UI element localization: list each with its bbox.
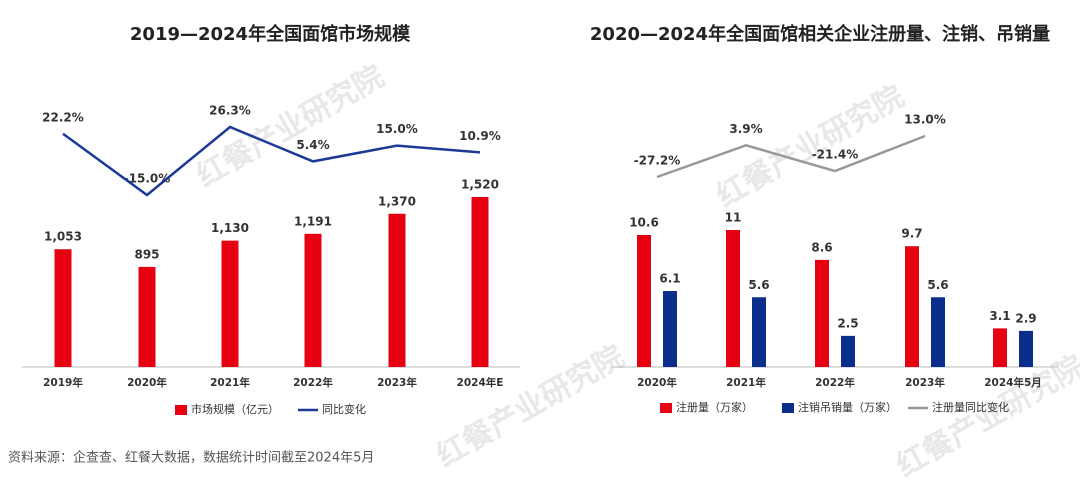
watermark: 红餐产业研究院 <box>431 339 630 474</box>
x-tick-label: 2023年 <box>377 376 417 389</box>
data-label: 6.1 <box>659 272 680 286</box>
legend-label: 注册量同比变化 <box>932 400 1009 414</box>
legend-swatch <box>175 405 187 415</box>
x-tick-label: 2020年 <box>127 376 167 389</box>
legend-label: 注销吊销量（万家） <box>798 400 897 414</box>
data-label: 5.6 <box>748 278 769 292</box>
chart-title: 2020—2024年全国面馆相关企业注册量、注销、吊销量 <box>590 23 1050 45</box>
data-label: 2.5 <box>837 316 858 330</box>
data-label: 1,053 <box>44 230 82 244</box>
data-label: 1,191 <box>294 214 332 228</box>
x-tick-label: 2022年 <box>815 376 855 389</box>
bar <box>993 328 1007 367</box>
x-tick-label: 2024年5月 <box>984 376 1042 389</box>
x-tick-label: 2023年 <box>905 376 945 389</box>
bar <box>931 297 945 367</box>
bar <box>304 233 322 367</box>
bar <box>752 297 766 367</box>
legend-label: 同比变化 <box>322 402 366 416</box>
data-label: 5.6 <box>927 278 948 292</box>
line <box>656 134 926 179</box>
x-tick-label: 2024年E <box>457 376 504 389</box>
data-label: 22.2% <box>42 110 84 124</box>
data-label: 11 <box>725 211 742 225</box>
data-label: -21.4% <box>812 148 859 162</box>
data-label: 9.7 <box>901 227 922 241</box>
data-label: 2.9 <box>1015 311 1036 325</box>
x-tick-label: 2019年 <box>43 376 83 389</box>
chart-title: 2019—2024年全国面馆市场规模 <box>130 23 411 45</box>
data-label: 26.3% <box>209 104 251 118</box>
legend-label: 注册量（万家） <box>676 400 753 414</box>
bar <box>1019 330 1033 367</box>
x-tick-label: 2021年 <box>726 376 766 389</box>
data-label: 3.1 <box>989 309 1010 323</box>
legend-swatch <box>782 403 794 413</box>
bar <box>663 291 677 367</box>
data-label: 5.4% <box>296 138 329 152</box>
bar <box>388 213 406 367</box>
data-label: 13.0% <box>904 113 946 127</box>
data-label: 10.9% <box>459 129 501 143</box>
bar <box>841 335 855 367</box>
bar <box>138 266 156 367</box>
watermark: 红餐产业研究院 <box>191 59 390 194</box>
source: 资料来源：企查查、红餐大数据，数据统计时间截至2024年5月 <box>8 450 374 466</box>
data-label: 1,520 <box>461 178 499 192</box>
data-label: 1,370 <box>378 194 416 208</box>
line <box>62 125 481 197</box>
data-label: 895 <box>134 247 159 261</box>
data-label: 8.6 <box>811 240 832 254</box>
bar <box>815 259 829 367</box>
legend-swatch <box>660 403 672 413</box>
data-label: 3.9% <box>729 122 762 136</box>
data-label: 15.0% <box>376 122 418 136</box>
x-tick-label: 2021年 <box>210 376 250 389</box>
data-label: -15.0% <box>124 172 171 186</box>
data-label: 1,130 <box>211 221 249 235</box>
x-tick-label: 2022年 <box>293 376 333 389</box>
legend-label: 市场规模（亿元） <box>191 402 279 416</box>
bar <box>54 249 72 367</box>
watermark: 红餐产业研究院 <box>891 349 1080 484</box>
data-label: -27.2% <box>634 154 681 168</box>
bar <box>905 246 919 367</box>
bar <box>471 197 489 367</box>
data-label: 10.6 <box>629 215 659 229</box>
bar <box>726 230 740 367</box>
bar <box>637 234 651 367</box>
x-tick-label: 2020年 <box>637 376 677 389</box>
bar <box>221 240 239 367</box>
